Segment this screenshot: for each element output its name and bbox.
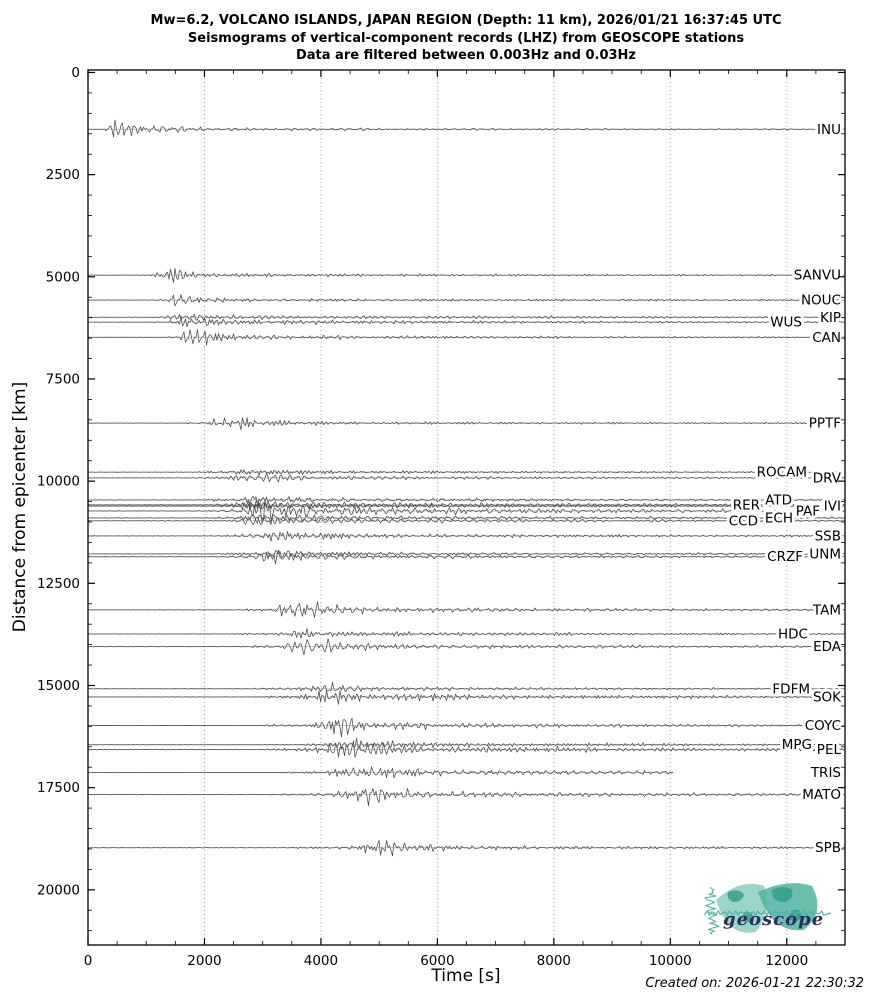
seismogram-trace-SOK (87, 689, 845, 705)
y-tick-label-15000: 15000 (37, 678, 80, 694)
station-label-UNM: UNM (809, 546, 841, 562)
seismogram-trace-SANVU (87, 267, 845, 283)
seismogram-trace-INU (87, 119, 845, 138)
x-tick-label-6000: 6000 (420, 953, 454, 969)
figure-title-line3: Data are filtered between 0.003Hz and 0.… (295, 48, 637, 63)
station-label-PEL: PEL (817, 742, 842, 758)
figure-title-line1: Mw=6.2, VOLCANO ISLANDS, JAPAN REGION (D… (150, 13, 782, 28)
logo-continent-1 (727, 890, 754, 923)
logo-continent-2 (772, 887, 802, 921)
figure-title: Mw=6.2, VOLCANO ISLANDS, JAPAN REGION (D… (42, 12, 890, 65)
y-tick-label-20000: 20000 (37, 882, 80, 898)
seismogram-trace-HDC (87, 628, 845, 639)
created-on-text: Created on: 2026-01-21 22:30:32 (645, 976, 864, 991)
station-label-RER: RER (733, 497, 760, 513)
plot-frame (87, 69, 846, 946)
station-label-CRZF: CRZF (767, 549, 803, 565)
station-label-COYC: COYC (805, 718, 841, 734)
seismogram-trace-TAM (87, 601, 845, 618)
station-label-INU: INU (817, 122, 841, 138)
station-label-TRIS: TRIS (810, 765, 841, 781)
station-label-SOK: SOK (813, 689, 842, 705)
x-tick-label-0: 0 (84, 953, 93, 969)
station-label-MPG: MPG (782, 737, 812, 753)
y-tick-label-17500: 17500 (37, 780, 80, 796)
seismogram-trace-MATO (87, 788, 845, 807)
x-tick-label-12000: 12000 (765, 953, 808, 969)
seismogram-trace-CAN (87, 329, 845, 346)
logo-seismogram-squiggle (704, 887, 721, 935)
logo-wave-line (704, 909, 832, 917)
y-tick-label-5000: 5000 (46, 269, 80, 285)
seismogram-trace-ROCAM (87, 469, 845, 476)
y-tick-label-7500: 7500 (46, 371, 80, 387)
station-label-SANVU: SANVU (794, 268, 841, 284)
seismogram-trace-PEL (87, 740, 845, 758)
station-label-WUS: WUS (770, 315, 802, 331)
seismogram-trace-IVI (87, 502, 845, 510)
seismogram-trace-COYC (87, 717, 845, 738)
y-tick-label-2500: 2500 (46, 167, 80, 183)
station-label-CCD: CCD (729, 513, 758, 529)
logo-wordmark: geoscope (723, 909, 824, 930)
seismogram-trace-UNM (87, 550, 845, 558)
y-tick-label-0: 0 (71, 65, 80, 81)
figure-title-line2: Seismograms of vertical-component record… (187, 30, 745, 46)
station-label-ROCAM: ROCAM (757, 465, 807, 481)
seismogram-trace-ECH (88, 514, 845, 526)
axis-ticks: 0 2000 4000 6000 8000 10000 12000 0 2500 5000 7500… (37, 65, 846, 969)
y-axis-label: Distance from epicenter [km] (10, 381, 30, 633)
station-label-FDFM: FDFM (772, 681, 810, 697)
station-label-CAN: CAN (812, 330, 841, 346)
seismogram-trace-ATD (87, 495, 845, 507)
station-label-MATO: MATO (802, 787, 841, 803)
station-label-IVI: IVI (824, 499, 841, 515)
station-label-HDC: HDC (778, 626, 808, 642)
x-tick-label-10000: 10000 (649, 953, 692, 969)
seismogram-trace-KIP (88, 313, 845, 321)
y-tick-label-10000: 10000 (37, 474, 80, 490)
y-tick-label-12500: 12500 (37, 576, 80, 592)
seismogram-trace-CCD (87, 516, 845, 526)
x-tick-label-8000: 8000 (537, 953, 571, 969)
station-label-ATD: ATD (765, 492, 792, 508)
station-label-KIP: KIP (820, 310, 841, 326)
station-label-NOUC: NOUC (801, 293, 841, 309)
station-label-PPTF: PPTF (809, 416, 841, 432)
seismogram-trace-TRIS (87, 766, 674, 779)
station-label-SSB: SSB (815, 528, 841, 544)
geoscope-logo: geoscope (704, 883, 832, 935)
seismogram-trace-CRZF (87, 549, 845, 565)
station-label-TAM: TAM (812, 602, 841, 618)
station-label-EDA: EDA (813, 639, 842, 655)
station-label-ECH: ECH (765, 510, 793, 526)
seismogram-trace-FDFM (87, 681, 845, 692)
seismogram-trace-PPTF (87, 417, 845, 431)
x-tick-label-2000: 2000 (187, 953, 221, 969)
station-label-DRV: DRV (813, 470, 842, 486)
seismogram-trace-WUS (87, 315, 845, 328)
station-label-PAF: PAF (796, 503, 820, 519)
seismogram-trace-EDA (87, 638, 845, 656)
seismogram-trace-SPB (87, 840, 845, 857)
seismogram-trace-MPG (87, 737, 845, 749)
station-label-SPB: SPB (815, 840, 841, 856)
seismogram-trace-DRV (87, 472, 845, 483)
x-axis-label: Time [s] (431, 966, 501, 986)
x-tick-label-4000: 4000 (304, 953, 338, 969)
seismogram-trace-NOUC (87, 294, 845, 307)
seismogram-trace-SSB (87, 531, 845, 542)
seismogram-trace-PAF (87, 499, 845, 524)
